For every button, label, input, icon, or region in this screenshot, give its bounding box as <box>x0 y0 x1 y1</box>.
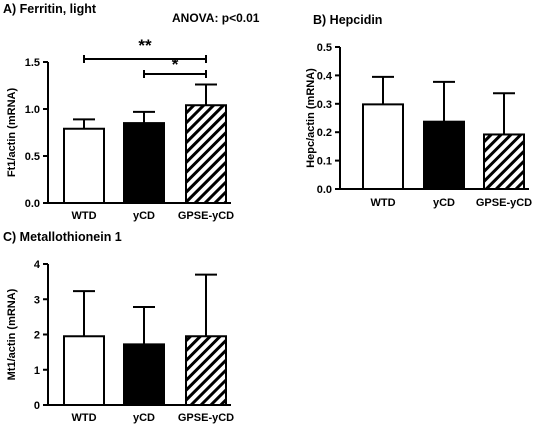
bar-wtd <box>63 127 105 205</box>
significance-star: * <box>172 55 179 74</box>
x-tick-label: yCD <box>133 412 155 424</box>
panel-title: A) Ferritin, light <box>3 2 97 16</box>
y-tick-label: 0.4 <box>317 70 333 82</box>
y-tick-label: 0 <box>34 400 40 412</box>
panel-title: C) Metallothionein 1 <box>3 230 122 244</box>
bar-gpse-ycd <box>185 104 227 204</box>
chart-panel-b: B) Hepcidin 0.0 0.1 0.2 0.3 0.4 0.5 Hepc/actin … <box>305 13 532 209</box>
y-axis-label: Hepc/actin (mRNA) <box>305 68 317 168</box>
y-tick-label: 0.1 <box>317 156 332 168</box>
x-tick-label: yCD <box>433 197 455 209</box>
y-tick-label: 2 <box>34 330 40 342</box>
bar-ycd <box>123 122 165 204</box>
significance-star: ** <box>138 36 152 55</box>
x-tick-label: GPSE-yCD <box>178 412 234 424</box>
chart-panel-c: C) Metallothionein 1 0 1 2 3 4 Mt1/actin (mRNA… <box>3 230 234 424</box>
x-tick-label: yCD <box>133 210 155 222</box>
bar-ycd <box>423 120 465 190</box>
x-tick-label: WTD <box>71 210 96 222</box>
bar-gpse-ycd <box>483 133 525 190</box>
chart-panel-a: A) Ferritin, light ANOVA: p<0.01 0.0 0.5 1.0… <box>3 2 260 222</box>
y-axis-label: Ft1/actin (mRNA) <box>6 88 18 178</box>
y-tick-label: 0.5 <box>25 151 40 163</box>
bar-ycd <box>123 343 165 406</box>
y-tick-label: 0.2 <box>317 127 332 139</box>
x-tick-label: WTD <box>71 412 96 424</box>
bar-wtd <box>63 335 105 407</box>
x-tick-label: GPSE-yCD <box>178 210 234 222</box>
y-tick-label: 3 <box>34 294 40 306</box>
y-tick-label: 0.0 <box>317 184 332 196</box>
y-tick-label: 1 <box>34 365 40 377</box>
y-tick-label: 0.0 <box>25 198 40 210</box>
y-tick-label: 1.0 <box>25 104 40 116</box>
y-tick-label: 4 <box>34 259 41 271</box>
x-tick-label: WTD <box>370 197 395 209</box>
bar-gpse-ycd <box>185 335 227 407</box>
anova-label: ANOVA: p<0.01 <box>172 11 260 25</box>
panel-title: B) Hepcidin <box>313 13 382 27</box>
y-tick-label: 0.5 <box>317 42 332 54</box>
y-tick-label: 0.3 <box>317 99 332 111</box>
y-axis-label: Mt1/actin (mRNA) <box>6 288 18 380</box>
bar-wtd <box>362 103 404 190</box>
y-tick-label: 1.5 <box>25 57 40 69</box>
x-tick-label: GPSE-yCD <box>476 197 532 209</box>
